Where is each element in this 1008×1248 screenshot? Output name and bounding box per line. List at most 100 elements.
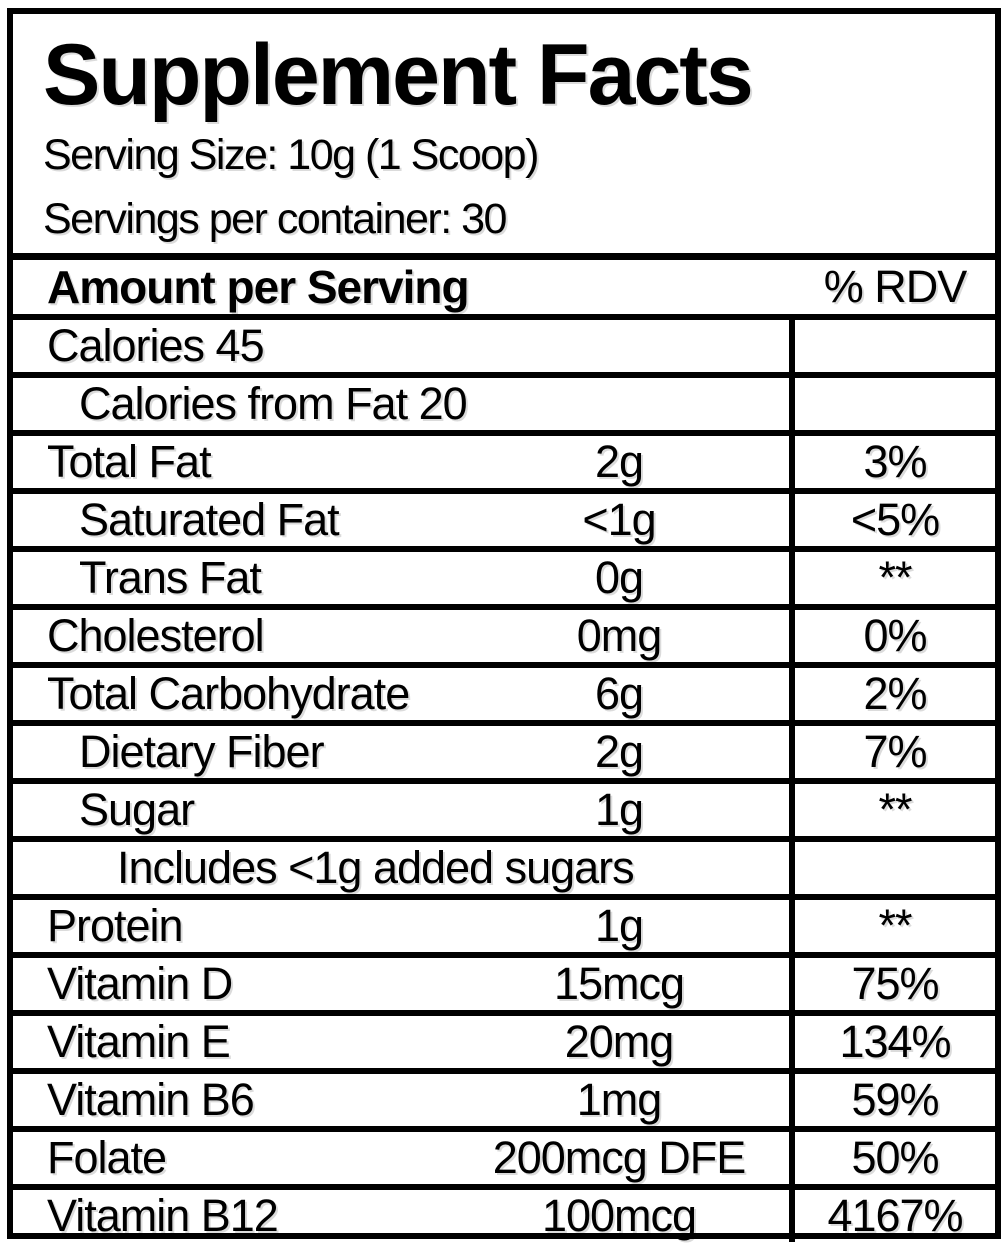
nutrient-rdv-cell: **	[789, 784, 995, 836]
nutrient-amount: 15mcg	[553, 958, 685, 1009]
nutrient-rdv-cell: 7%	[789, 726, 995, 778]
nutrient-cell: Dietary Fiber 2g	[13, 726, 789, 778]
table-row: Dietary Fiber 2g 7%	[13, 726, 995, 784]
nutrient-amount: 100mcg	[541, 1190, 697, 1241]
nutrient-name: Dietary Fiber	[79, 726, 325, 777]
nutrient-name: Sugar	[79, 784, 195, 835]
nutrient-amount: 20mg	[564, 1016, 675, 1067]
nutrient-amount: 0g	[594, 552, 644, 603]
table-row: Calories from Fat 20	[13, 378, 995, 436]
nutrient-rdv-cell: 3%	[789, 436, 995, 488]
header-amount-cell: Amount per Serving	[13, 260, 789, 314]
nutrient-name: Calories from Fat 20	[79, 378, 468, 429]
nutrient-rdv-cell: **	[789, 900, 995, 952]
nutrient-rdv: **	[878, 784, 912, 835]
nutrient-rdv: 134%	[839, 1016, 951, 1067]
table-row: Total Fat 2g 3%	[13, 436, 995, 494]
nutrient-rdv-cell: 59%	[789, 1074, 995, 1126]
nutrient-amount: 2g	[594, 726, 644, 777]
nutrient-rdv: 2%	[863, 668, 927, 719]
nutrient-name: Total Carbohydrate	[47, 668, 410, 719]
nutrient-rdv-cell	[789, 378, 995, 430]
nutrient-cell: Includes <1g added sugars	[13, 842, 789, 894]
nutrient-rdv: 3%	[863, 436, 927, 487]
nutrient-rdv-cell	[789, 320, 995, 372]
nutrient-cell: Protein 1g	[13, 900, 789, 952]
nutrient-cell: Cholesterol 0mg	[13, 610, 789, 662]
nutrient-rdv-cell: 50%	[789, 1132, 995, 1184]
nutrient-rdv-cell: 4167%	[789, 1190, 995, 1242]
amount-per-serving-header: Amount per Serving	[47, 261, 470, 313]
nutrient-rdv-cell: <5%	[789, 494, 995, 546]
nutrient-rdv-cell: 134%	[789, 1016, 995, 1068]
nutrient-rdv: 50%	[851, 1132, 939, 1183]
nutrient-cell: Vitamin B12 100mcg	[13, 1190, 789, 1242]
table-header-row: Amount per Serving % RDV	[13, 260, 995, 320]
nutrient-name: Vitamin B12	[47, 1190, 279, 1241]
nutrient-name: Trans Fat	[79, 552, 262, 603]
nutrient-cell: Total Carbohydrate 6g	[13, 668, 789, 720]
nutrient-name: Vitamin B6	[47, 1074, 255, 1125]
table-row: Protein 1g **	[13, 900, 995, 958]
nutrient-cell: Calories 45	[13, 320, 789, 372]
nutrient-rdv: 0%	[863, 610, 927, 661]
table-row: Includes <1g added sugars	[13, 842, 995, 900]
nutrient-rdv-cell	[789, 842, 995, 894]
nutrient-amount: 0mg	[576, 610, 663, 661]
serving-size-line: Serving Size: 10g (1 Scoop)	[43, 131, 539, 179]
nutrient-cell: Sugar 1g	[13, 784, 789, 836]
table-row: Vitamin B12 100mcg 4167%	[13, 1190, 995, 1242]
nutrient-amount: 2g	[594, 436, 644, 487]
nutrient-rdv: **	[878, 900, 912, 951]
table-row: Trans Fat 0g **	[13, 552, 995, 610]
table-row: Saturated Fat <1g <5%	[13, 494, 995, 552]
rdv-header: % RDV	[823, 261, 968, 312]
nutrient-rdv-cell: 2%	[789, 668, 995, 720]
label-title: Supplement Facts	[43, 27, 754, 123]
nutrient-rdv: 7%	[863, 726, 927, 777]
nutrient-amount: 1g	[594, 900, 644, 951]
nutrient-cell: Vitamin D 15mcg	[13, 958, 789, 1010]
nutrient-name: Protein	[47, 900, 184, 951]
nutrient-name: Cholesterol	[47, 610, 265, 661]
nutrient-cell: Saturated Fat <1g	[13, 494, 789, 546]
nutrient-cell: Trans Fat 0g	[13, 552, 789, 604]
nutrient-amount: 6g	[594, 668, 644, 719]
nutrient-rdv-cell: **	[789, 552, 995, 604]
nutrient-rdv: 4167%	[827, 1190, 963, 1241]
nutrient-amount: 1g	[594, 784, 644, 835]
nutrient-cell: Vitamin E 20mg	[13, 1016, 789, 1068]
nutrient-rdv: <5%	[850, 494, 940, 545]
nutrient-amount: 200mcg DFE	[492, 1132, 747, 1183]
facts-table: Amount per Serving % RDV Calories 45 Cal…	[13, 260, 995, 1242]
table-row: Cholesterol 0mg 0%	[13, 610, 995, 668]
label-header-section: Supplement Facts Serving Size: 10g (1 Sc…	[13, 14, 995, 260]
nutrient-cell: Vitamin B6 1mg	[13, 1074, 789, 1126]
table-row: Total Carbohydrate 6g 2%	[13, 668, 995, 726]
nutrient-name: Total Fat	[47, 436, 212, 487]
nutrient-amount: 1mg	[576, 1074, 663, 1125]
header-rdv-cell: % RDV	[789, 260, 995, 314]
table-row: Vitamin B6 1mg 59%	[13, 1074, 995, 1132]
supplement-facts-label: Supplement Facts Serving Size: 10g (1 Sc…	[7, 8, 1001, 1242]
table-row: Sugar 1g **	[13, 784, 995, 842]
nutrient-cell: Folate 200mcg DFE	[13, 1132, 789, 1184]
nutrient-rdv: 75%	[851, 958, 939, 1009]
nutrient-name: Calories 45	[47, 320, 265, 371]
nutrient-name: Vitamin D	[47, 958, 233, 1009]
nutrient-rdv-cell: 75%	[789, 958, 995, 1010]
nutrient-name: Vitamin E	[47, 1016, 231, 1067]
nutrient-rdv-cell: 0%	[789, 610, 995, 662]
table-row: Vitamin E 20mg 134%	[13, 1016, 995, 1074]
servings-per-container-line: Servings per container: 30	[43, 195, 507, 243]
nutrient-rdv: **	[878, 552, 912, 603]
nutrient-name: Includes <1g added sugars	[117, 842, 635, 893]
nutrient-amount: <1g	[582, 494, 656, 545]
table-row: Vitamin D 15mcg 75%	[13, 958, 995, 1016]
table-row: Calories 45	[13, 320, 995, 378]
table-row: Folate 200mcg DFE 50%	[13, 1132, 995, 1190]
nutrient-name: Saturated Fat	[79, 494, 340, 545]
nutrient-cell: Calories from Fat 20	[13, 378, 789, 430]
nutrient-cell: Total Fat 2g	[13, 436, 789, 488]
nutrient-rdv: 59%	[851, 1074, 939, 1125]
